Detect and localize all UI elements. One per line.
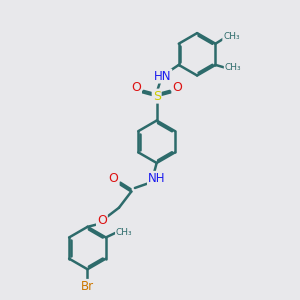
Text: NH: NH bbox=[148, 172, 165, 185]
Text: CH₃: CH₃ bbox=[224, 63, 241, 72]
Text: Br: Br bbox=[81, 280, 94, 293]
Text: HN: HN bbox=[154, 70, 171, 83]
Text: CH₃: CH₃ bbox=[116, 228, 132, 237]
Text: O: O bbox=[97, 214, 107, 226]
Text: O: O bbox=[109, 172, 118, 185]
Text: O: O bbox=[131, 81, 141, 94]
Text: S: S bbox=[153, 90, 161, 103]
Text: O: O bbox=[172, 81, 182, 94]
Text: CH₃: CH₃ bbox=[223, 32, 240, 41]
